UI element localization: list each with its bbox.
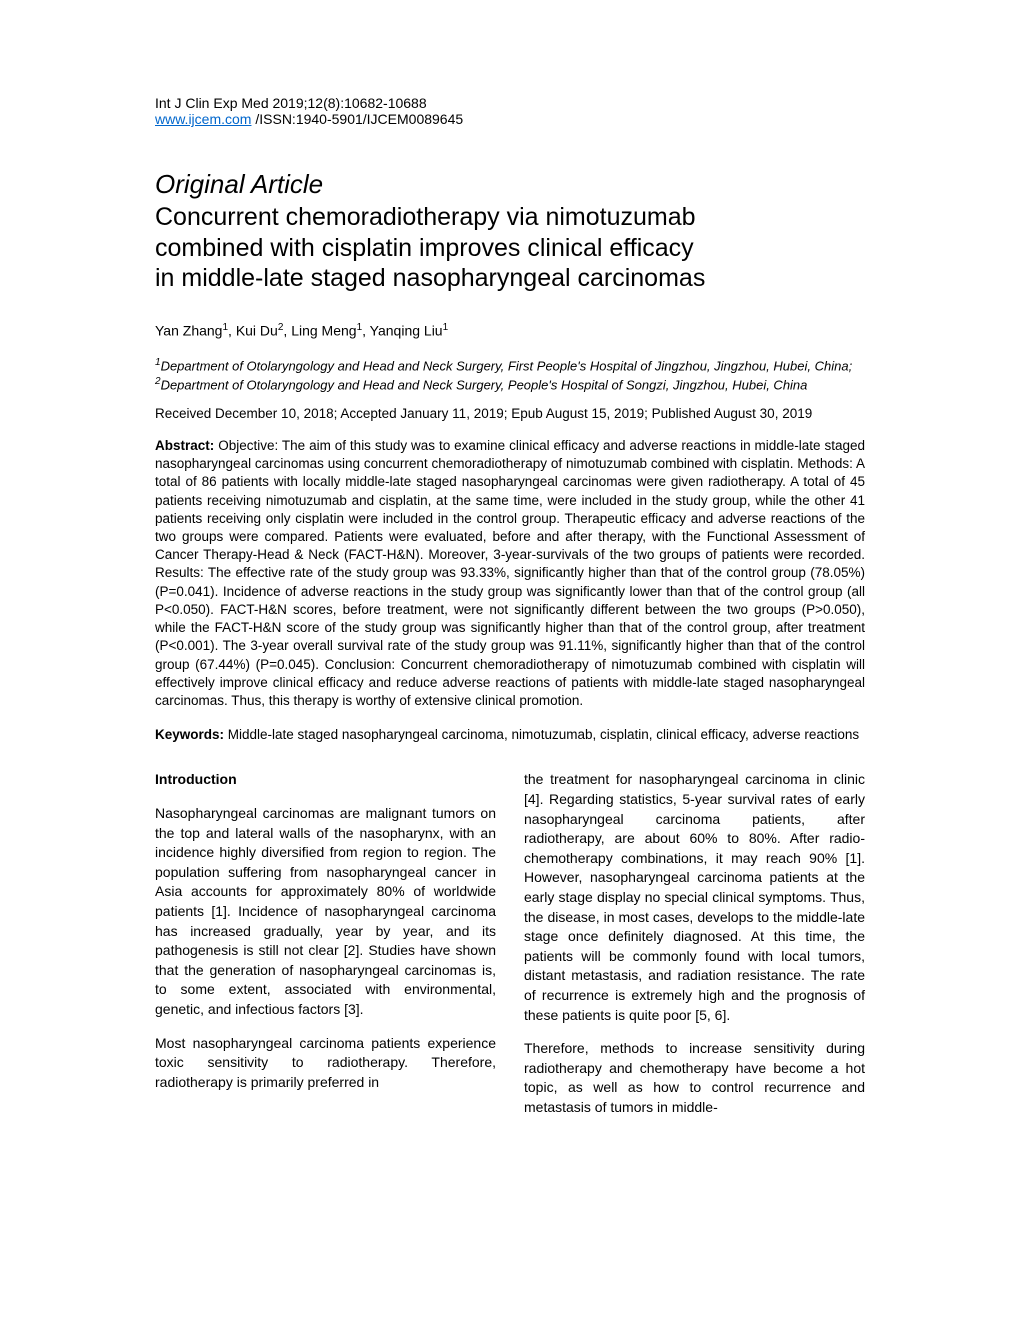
affiliation-1-text: Department of Otolaryngology and Head an… [161,358,853,373]
author-1: Yan Zhang [155,322,222,338]
keywords-block: Keywords: Middle-late staged nasopharyng… [155,726,865,744]
authors-list: Yan Zhang1, Kui Du2, Ling Meng1, Yanqing… [155,322,865,339]
title-line-1: Concurrent chemoradiotherapy via nimotuz… [155,203,696,231]
affiliations: 1Department of Otolaryngology and Head a… [155,356,865,394]
page-container: Int J Clin Exp Med 2019;12(8):10682-1068… [0,0,1020,1320]
keywords-text: Middle-late staged nasopharyngeal carcin… [228,727,859,742]
col1-para-1: Nasopharyngeal carcinomas are malignant … [155,804,496,1020]
column-right: the treatment for nasopharyngeal carcino… [524,770,865,1131]
intro-heading: Introduction [155,770,496,790]
abstract-label: Abstract: [155,438,218,453]
author-1-sup: 1 [222,322,228,333]
issn-line: www.ijcem.com /ISSN:1940-5901/IJCEM00896… [155,111,865,127]
title-line-2: combined with cisplatin improves clinica… [155,234,694,262]
col1-para-2: Most nasopharyngeal carcinoma patients e… [155,1034,496,1093]
issn-text: /ISSN:1940-5901/IJCEM0089645 [251,111,463,127]
affiliation-2-text: Department of Otolaryngology and Head an… [161,377,808,392]
keywords-label: Keywords: [155,727,228,742]
author-2-sup: 2 [278,322,284,333]
article-type: Original Article [155,169,865,200]
author-3: Ling Meng [291,322,356,338]
title-line-3: in middle-late staged nasopharyngeal car… [155,264,705,292]
journal-link[interactable]: www.ijcem.com [155,111,251,127]
author-4: Yanqing Liu [370,322,443,338]
abstract-text: Objective: The aim of this study was to … [155,438,865,708]
author-4-sup: 1 [443,322,449,333]
author-3-sup: 1 [357,322,363,333]
col2-para-1: the treatment for nasopharyngeal carcino… [524,770,865,1025]
publication-dates: Received December 10, 2018; Accepted Jan… [155,406,865,421]
article-title: Concurrent chemoradiotherapy via nimotuz… [155,202,865,294]
col2-para-2: Therefore, methods to increase sensitivi… [524,1039,865,1117]
body-columns: Introduction Nasopharyngeal carcinomas a… [155,770,865,1131]
abstract-block: Abstract: Objective: The aim of this stu… [155,437,865,710]
author-2: Kui Du [236,322,278,338]
citation-line: Int J Clin Exp Med 2019;12(8):10682-1068… [155,95,865,111]
column-left: Introduction Nasopharyngeal carcinomas a… [155,770,496,1131]
